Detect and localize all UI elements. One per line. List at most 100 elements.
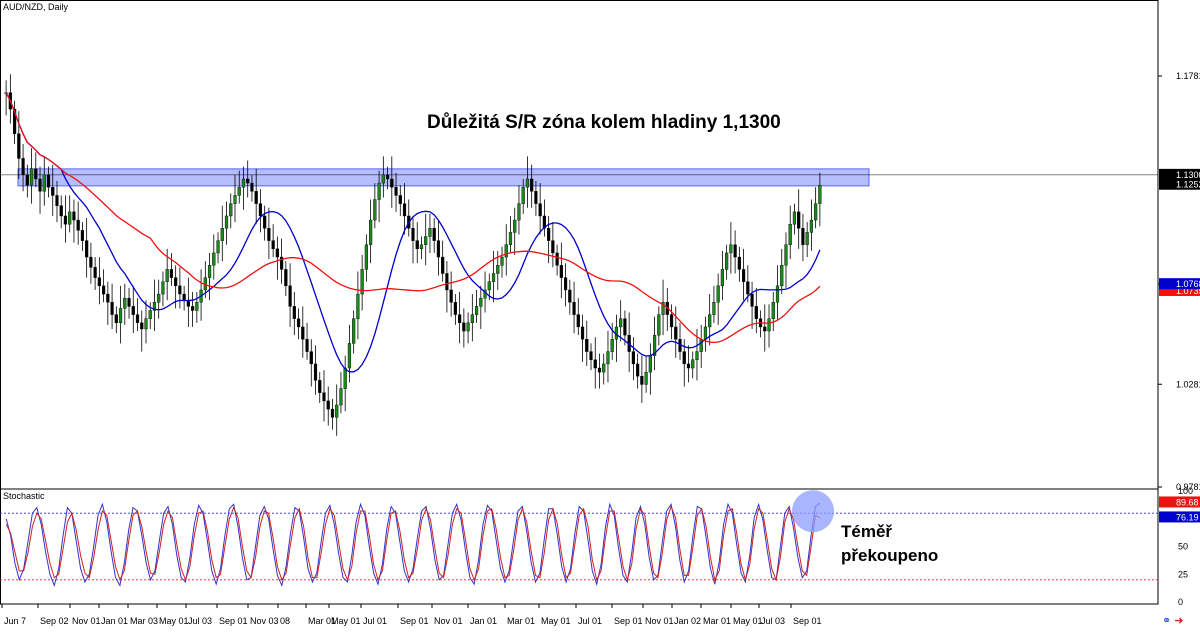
candle-body <box>292 306 296 319</box>
candle-body <box>691 359 695 369</box>
candle-body <box>788 223 792 245</box>
candle-body <box>390 178 394 188</box>
candle-body <box>720 269 724 287</box>
candle-body <box>585 339 589 352</box>
candle-body <box>521 186 525 204</box>
candle-body <box>118 308 123 324</box>
candle-body <box>80 230 85 241</box>
candle-body <box>271 240 275 250</box>
candle-body <box>487 281 491 291</box>
candle-body <box>46 174 51 188</box>
overbought-annotation: Téměř překoupeno <box>841 520 938 568</box>
stoch-tick-label: 0 <box>1178 597 1183 607</box>
candle-body <box>741 269 746 282</box>
candle-body <box>657 314 661 336</box>
candle-body <box>12 108 17 134</box>
candle-body <box>326 400 330 410</box>
time-tick-label: Jan 01 <box>470 616 497 626</box>
last-price-marker: 1.1252 <box>1176 180 1200 190</box>
candle-body <box>38 178 42 192</box>
candle-body <box>165 269 169 282</box>
price-tick-label: 1.0281 <box>1176 379 1200 389</box>
time-tick-label: Jan 02 <box>674 616 701 626</box>
current-level-marker-bg <box>1159 168 1200 180</box>
candle-body <box>750 293 754 307</box>
candle-body <box>771 302 775 319</box>
candle-body <box>746 281 750 295</box>
candle-body <box>695 351 699 361</box>
candle-body <box>220 228 224 241</box>
candle-body <box>385 174 390 180</box>
stoch-tick-label: 100 <box>1178 486 1193 496</box>
time-tick-label: Sep 01 <box>614 616 643 626</box>
candle-body <box>51 186 55 196</box>
candle-body <box>530 178 534 192</box>
candle-body <box>669 314 674 328</box>
candle-body <box>547 228 551 241</box>
overbought-highlight <box>792 490 834 533</box>
zone-annotation: Důležitá S/R zóna kolem hladiny 1,1300 <box>427 112 781 133</box>
candle-body <box>809 219 814 233</box>
candle-body <box>470 314 474 324</box>
candle-body <box>89 256 93 268</box>
candle-body <box>491 273 496 282</box>
candle-body <box>195 302 199 311</box>
candle-body <box>373 199 377 221</box>
candle-body <box>767 318 771 332</box>
candle-body <box>284 269 288 287</box>
candle-body <box>402 203 407 217</box>
candle-body <box>97 277 101 287</box>
time-tick-label: Jan 01 <box>101 616 128 626</box>
candle-body <box>267 228 271 241</box>
candle-body <box>364 244 368 270</box>
candle-body <box>29 168 34 186</box>
time-tick-label: Mar 01 <box>703 616 731 626</box>
candle-body <box>191 306 195 311</box>
stoch-k-line <box>5 502 821 587</box>
candle-body <box>229 203 233 217</box>
footer-icons[interactable]: ⚭ ➜ <box>1162 614 1184 627</box>
candle-body <box>458 314 462 324</box>
candle-body <box>563 277 568 291</box>
candle-body <box>602 363 606 373</box>
candle-body <box>148 310 152 319</box>
time-tick-label: May 01 <box>331 616 361 626</box>
candle-body <box>534 191 538 204</box>
candle-body <box>775 285 780 303</box>
candle-body <box>381 174 385 184</box>
candle-body <box>610 339 614 352</box>
candle-body <box>55 195 59 206</box>
candle-body <box>805 232 809 245</box>
candle-body <box>288 285 292 307</box>
candle-body <box>127 297 131 307</box>
candle-body <box>737 256 741 270</box>
candle-body <box>496 265 500 274</box>
time-tick-label: Nov 01 <box>72 616 101 626</box>
candle-body <box>398 195 402 204</box>
time-tick-label: Mar 01 <box>308 616 336 626</box>
candle-body <box>445 273 449 291</box>
candle-body <box>725 252 729 270</box>
time-tick-label: 08 <box>280 616 290 626</box>
candle-body <box>250 182 254 192</box>
candle-body <box>551 240 555 254</box>
candle-body <box>59 205 63 217</box>
candle-body <box>369 219 373 245</box>
candle-body <box>106 293 110 303</box>
arrow-icon[interactable]: ➜ <box>1174 615 1184 627</box>
candle-body <box>280 256 284 270</box>
candle-body <box>313 363 318 381</box>
last-price-marker-bg <box>1159 178 1200 190</box>
ma-slow-marker-bg <box>1159 284 1200 296</box>
candle-body <box>25 174 29 186</box>
candle-body <box>708 314 712 328</box>
candle-body <box>114 314 118 324</box>
candle-body <box>258 203 263 217</box>
candle-body <box>712 302 716 315</box>
time-tick-label: Jul 01 <box>363 616 387 626</box>
candle-body <box>500 256 504 266</box>
time-tick-label: May 01 <box>541 616 571 626</box>
link-icon[interactable]: ⚭ <box>1162 615 1172 627</box>
candle-body <box>580 326 585 340</box>
